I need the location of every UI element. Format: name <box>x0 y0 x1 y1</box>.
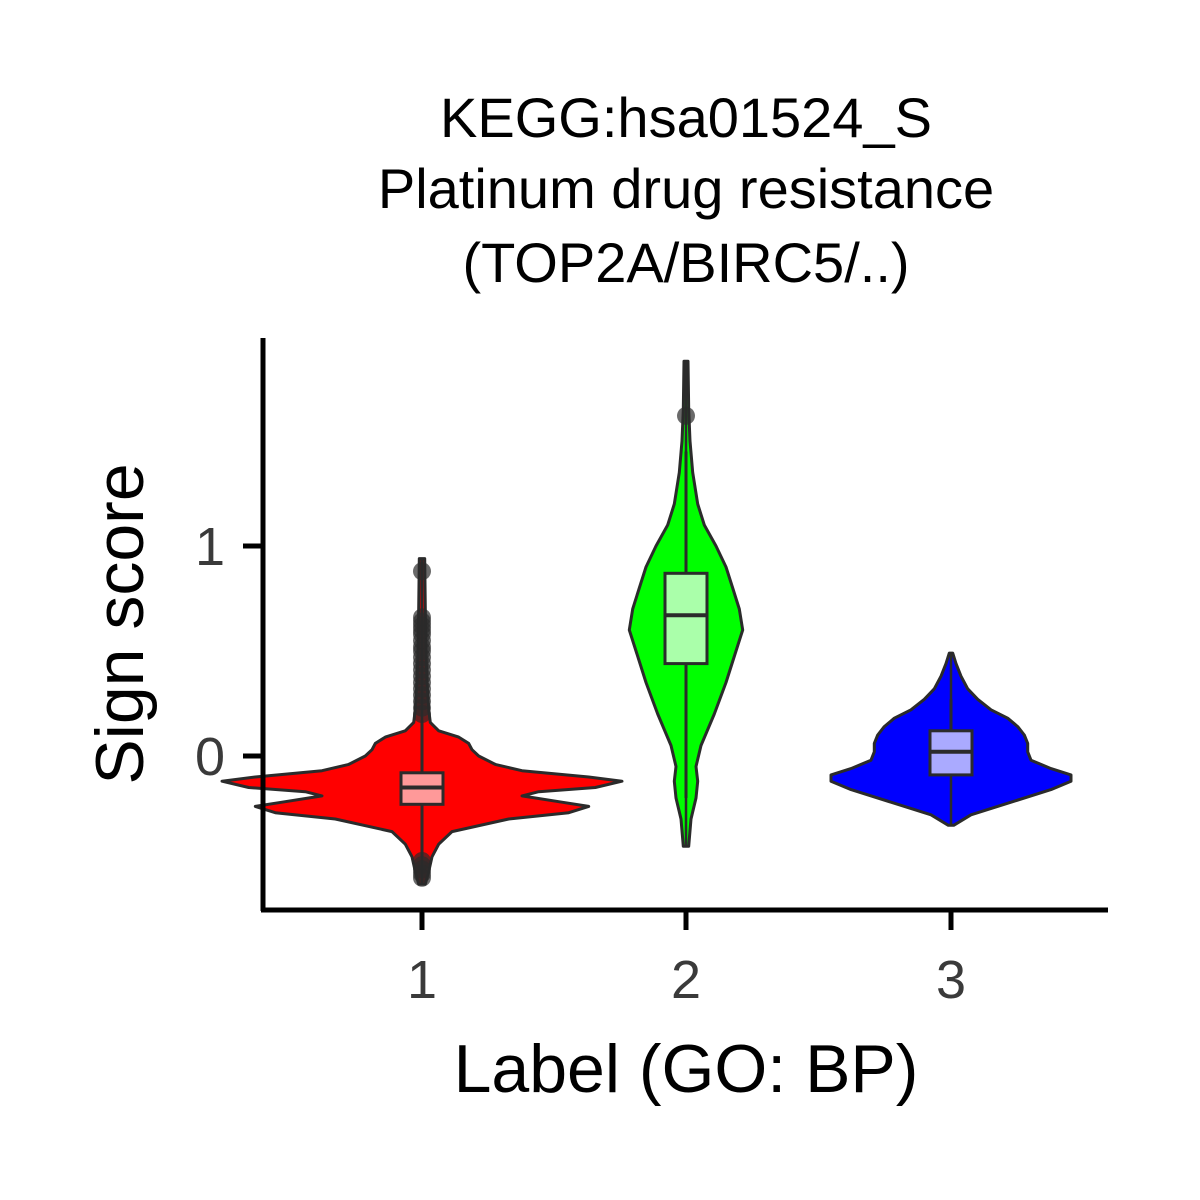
outlier-point-1-18 <box>413 705 431 723</box>
y-tick-label-1: 1 <box>195 517 225 577</box>
outlier-point-1-23 <box>413 868 431 887</box>
violin-group-1 <box>220 557 624 887</box>
outlier-point-1-0 <box>413 562 431 581</box>
y-axis-title: Sign score <box>82 463 158 784</box>
chart-title: KEGG:hsa01524_S Platinum drug resistance… <box>378 86 994 294</box>
chart-title-line-1: KEGG:hsa01524_S <box>440 86 932 149</box>
chart-title-line-3: (TOP2A/BIRC5/..) <box>462 231 909 294</box>
plot-area <box>220 359 1073 887</box>
x-tick-label-1: 1 <box>407 950 437 1010</box>
box-2 <box>663 571 709 666</box>
y-axis-ticks: 01 <box>195 517 263 787</box>
x-axis-ticks: 1 2 3 <box>407 910 966 1010</box>
x-axis-title: Label (GO: BP) <box>454 1031 919 1107</box>
x-tick-label-2: 2 <box>671 950 701 1010</box>
chart-title-line-2: Platinum drug resistance <box>378 157 994 220</box>
x-tick-label-3: 3 <box>936 950 966 1010</box>
outlier-point-2-0 <box>677 406 695 425</box>
violin-group-2 <box>627 359 745 848</box>
violin-group-3 <box>829 651 1073 827</box>
y-tick-label-0: 0 <box>195 727 225 787</box>
